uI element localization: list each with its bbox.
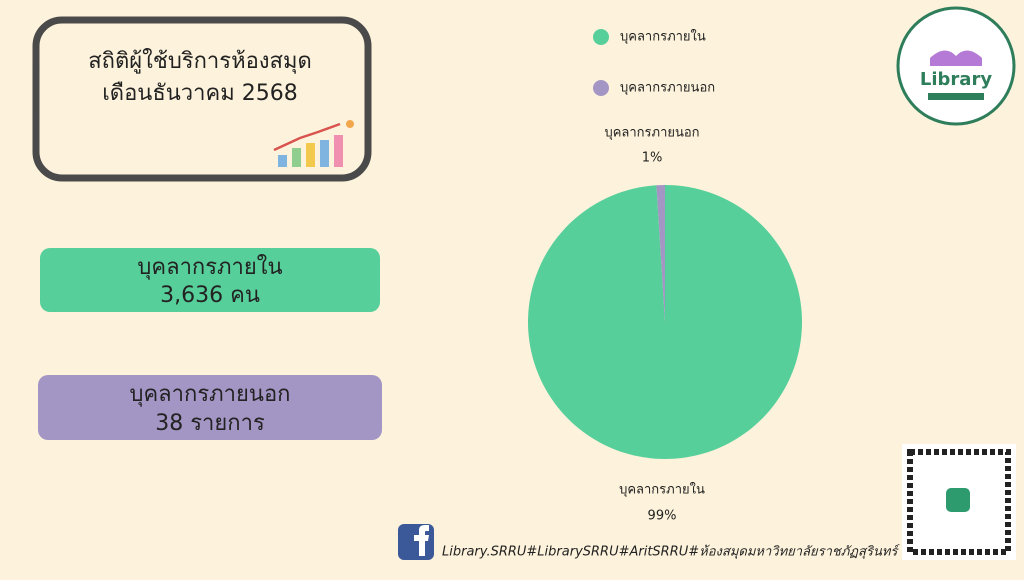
logo-text: Library [920, 69, 992, 90]
logo-bar [928, 93, 984, 100]
qr-center [946, 488, 970, 512]
card-internal [40, 248, 380, 312]
qr-pattern [907, 449, 1011, 555]
slice-category-label: บุคลากรภายใน [619, 482, 705, 498]
pie-slice [656, 185, 665, 322]
facebook-f [414, 525, 429, 556]
slice-category-label: บุคลากรภายนอก [604, 126, 699, 141]
title: สถิติผู้ใช้บริการห้องสมุด [88, 48, 312, 74]
legend-marker [593, 80, 609, 96]
card-value: 3,636 คน [160, 283, 260, 308]
footer: Library.SRRU#LibrarySRRU#AritSRRU#ห้องสม… [442, 544, 900, 560]
legend-marker [593, 29, 609, 45]
logo-book [930, 50, 982, 66]
card-label: บุคลากรภายนอก [130, 382, 291, 407]
legend-label: บุคลากรภายใน [620, 29, 706, 45]
legend-label: บุคลากรภายนอก [620, 81, 715, 96]
chart-icon [273, 120, 354, 167]
title-box [32, 16, 372, 182]
slice-value-label: 1% [642, 151, 663, 166]
card-external [38, 375, 382, 440]
slice-value-label: 99% [648, 509, 677, 524]
card-value: 38 รายการ [155, 411, 265, 436]
card-label: บุคลากรภายใน [137, 254, 282, 280]
subtitle: เดือนธันวาคม 2568 [102, 81, 297, 106]
